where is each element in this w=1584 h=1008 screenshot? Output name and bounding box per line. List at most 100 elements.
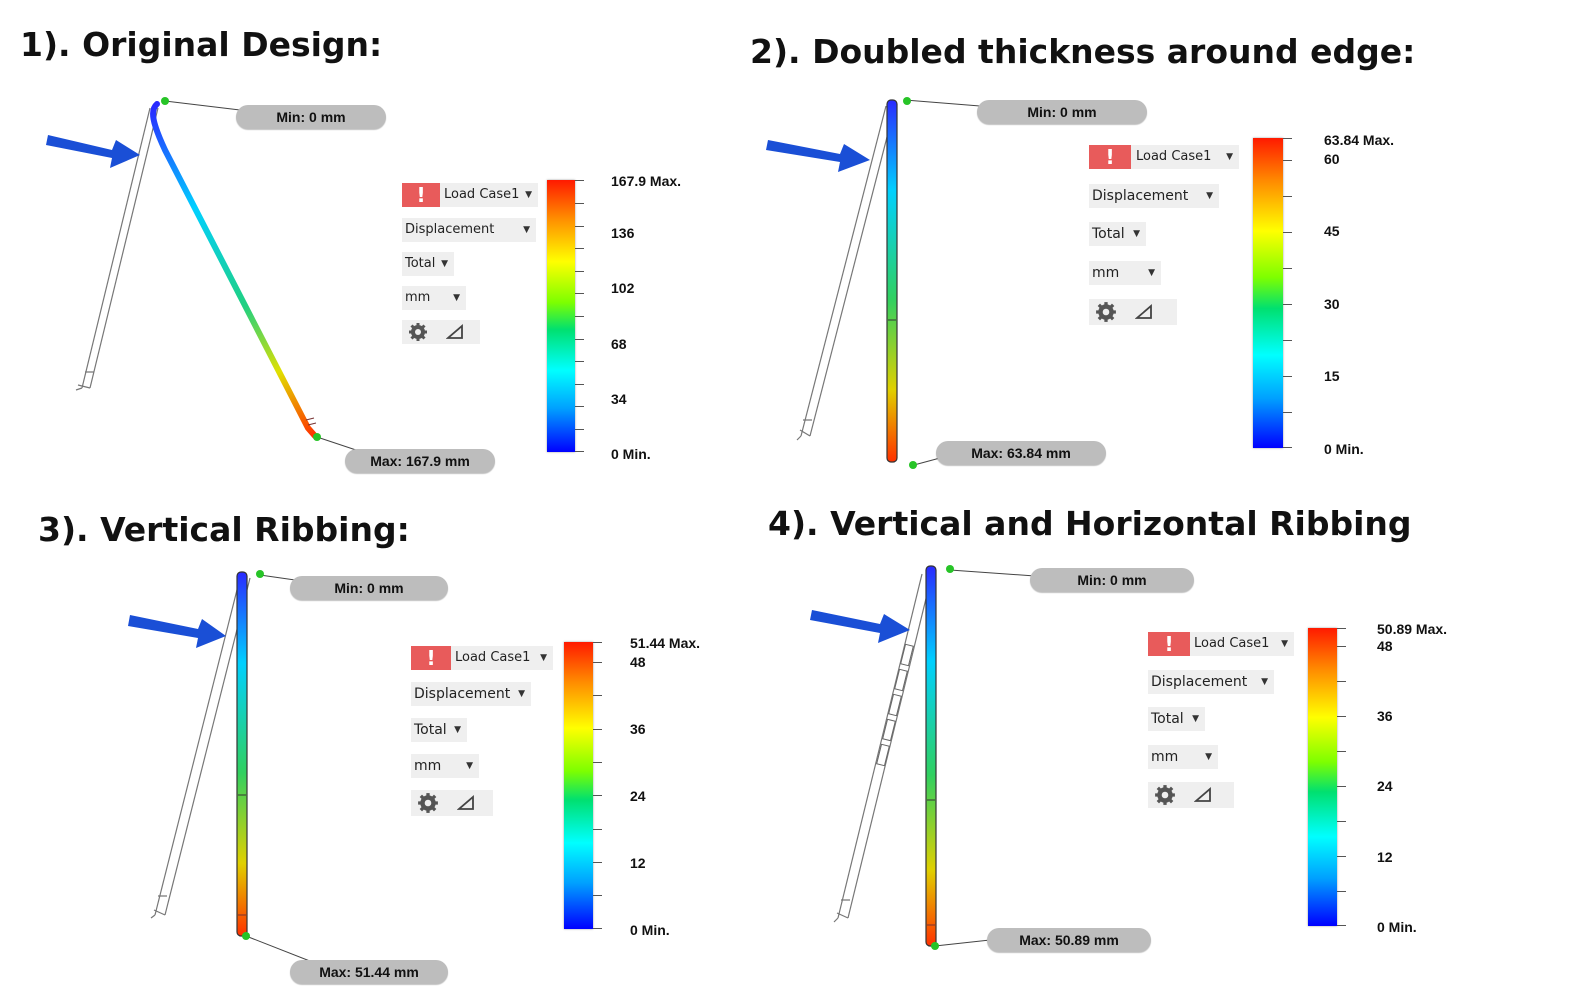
panel-doubled-thickness: 2). Doubled thickness around edge: Min: … (0, 0, 1584, 500)
scale-label-max: 63.84 Max. (1324, 132, 1395, 148)
deformed-shape (925, 565, 937, 947)
max-marker-label: Max: 51.44 mm (290, 960, 448, 984)
displacement-model-view (46, 97, 381, 459)
scale-label: 24 (630, 788, 646, 804)
load-case-label: Load Case1 (455, 650, 531, 665)
caret-down-icon: ▼ (454, 725, 461, 735)
unit-dropdown[interactable]: mm ▼ (1148, 745, 1218, 769)
result-type-dropdown[interactable]: Displacement ▼ (411, 682, 531, 706)
panel-vertical-ribbing: 3). Vertical Ribbing: Min: 0 mm Max: 51.… (0, 0, 780, 1008)
color-scale-bar (564, 642, 593, 929)
legend-tools (1089, 299, 1177, 325)
load-case-dropdown[interactable]: ! Load Case1 ▼ (1148, 632, 1294, 656)
arrow-icon (46, 135, 140, 168)
scale-label: 34 (611, 391, 627, 407)
unit-label: mm (405, 290, 431, 305)
unit-label: mm (414, 758, 442, 774)
result-type-label: Displacement (414, 686, 511, 702)
unit-label: mm (1151, 749, 1179, 765)
triangle-icon[interactable] (1135, 304, 1153, 320)
panel-title: 1). Original Design: (20, 25, 383, 64)
min-marker-label: Min: 0 mm (236, 105, 386, 129)
component-dropdown[interactable]: Total ▼ (402, 252, 454, 276)
gear-icon[interactable] (1095, 301, 1117, 323)
scale-label-min: 0 Min. (1324, 441, 1364, 457)
scale-label: 12 (630, 855, 646, 871)
displacement-model-view (766, 97, 981, 469)
component-label: Total (1092, 226, 1125, 242)
unit-dropdown[interactable]: mm ▼ (1089, 261, 1161, 285)
scale-label: 102 (611, 280, 635, 296)
min-marker-label: Min: 0 mm (290, 576, 448, 600)
caret-down-icon: ▼ (1148, 268, 1155, 278)
gear-icon[interactable] (417, 792, 439, 814)
deformed-shape (886, 99, 898, 463)
scale-label: 136 (611, 225, 635, 241)
load-case-dropdown[interactable]: ! Load Case1 ▼ (1089, 145, 1239, 169)
undeformed-outline (796, 105, 896, 441)
caret-down-icon: ▼ (525, 190, 532, 200)
max-marker-label: Max: 63.84 mm (936, 441, 1106, 465)
result-type-dropdown[interactable]: Displacement ▼ (1089, 184, 1219, 208)
caret-down-icon: ▼ (1281, 639, 1288, 649)
scale-label: 30 (1324, 296, 1340, 312)
result-type-dropdown[interactable]: Displacement ▼ (1148, 670, 1274, 694)
unit-dropdown[interactable]: mm ▼ (411, 754, 479, 778)
caret-down-icon: ▼ (441, 259, 448, 269)
legend-tools (1148, 782, 1234, 808)
triangle-icon[interactable] (1194, 787, 1212, 803)
caret-down-icon: ▼ (1226, 152, 1233, 162)
gear-icon[interactable] (408, 322, 428, 342)
max-marker-label: Max: 50.89 mm (987, 928, 1151, 952)
panel-title: 2). Doubled thickness around edge: (750, 32, 1416, 71)
component-dropdown[interactable]: Total ▼ (1148, 707, 1205, 731)
result-controls: ! Load Case1 ▼ Displacement ▼ Total ▼ mm… (411, 646, 561, 821)
arrow-icon (128, 615, 226, 648)
panel-original-design: 1). Original Design: Min: 0 mm Max: 167.… (0, 0, 780, 500)
exclamation-icon: ! (411, 646, 451, 670)
result-controls: ! Load Case1 ▼ Displacement ▼ Total ▼ mm… (1148, 632, 1298, 812)
scale-label: 68 (611, 336, 627, 352)
min-marker-label: Min: 0 mm (977, 100, 1147, 124)
arrow-icon (810, 610, 910, 643)
legend-tools (411, 790, 493, 816)
result-type-label: Displacement (1092, 188, 1189, 204)
component-dropdown[interactable]: Total ▼ (1089, 222, 1146, 246)
scale-label-min: 0 Min. (630, 922, 670, 938)
triangle-icon[interactable] (446, 324, 464, 340)
deformed-shape (150, 101, 318, 439)
component-label: Total (1151, 711, 1184, 727)
panel-title: 4). Vertical and Horizontal Ribbing (768, 504, 1412, 543)
scale-label-max: 167.9 Max. (611, 173, 682, 189)
caret-down-icon: ▼ (1205, 752, 1212, 762)
caret-down-icon: ▼ (518, 689, 525, 699)
legend-tools (402, 320, 480, 344)
scale-label-min: 0 Min. (611, 446, 651, 462)
result-type-dropdown[interactable]: Displacement ▼ (402, 218, 536, 242)
result-controls: ! Load Case1 ▼ Displacement ▼ Total ▼ mm… (1089, 145, 1249, 325)
result-type-label: Displacement (1151, 674, 1248, 690)
color-scale-bar (547, 180, 575, 452)
scale-label: 12 (1377, 849, 1393, 865)
unit-dropdown[interactable]: mm ▼ (402, 286, 466, 310)
caret-down-icon: ▼ (1192, 714, 1199, 724)
exclamation-icon: ! (1148, 632, 1190, 656)
scale-label: 24 (1377, 778, 1393, 794)
color-scale-bar (1253, 138, 1283, 448)
caret-down-icon: ▼ (1133, 229, 1140, 239)
panel-title: 3). Vertical Ribbing: (38, 510, 410, 549)
component-dropdown[interactable]: Total ▼ (411, 718, 467, 742)
caret-down-icon: ▼ (540, 653, 547, 663)
undeformed-outline (833, 573, 933, 923)
gear-icon[interactable] (1154, 784, 1176, 806)
load-case-dropdown[interactable]: ! Load Case1 ▼ (402, 183, 538, 207)
load-case-dropdown[interactable]: ! Load Case1 ▼ (411, 646, 553, 670)
load-case-label: Load Case1 (1194, 636, 1270, 651)
arrow-icon (766, 140, 870, 172)
caret-down-icon: ▼ (1206, 191, 1213, 201)
triangle-icon[interactable] (457, 795, 475, 811)
scale-label: 48 (1377, 638, 1393, 654)
load-case-label: Load Case1 (444, 187, 520, 202)
caret-down-icon: ▼ (523, 225, 530, 235)
